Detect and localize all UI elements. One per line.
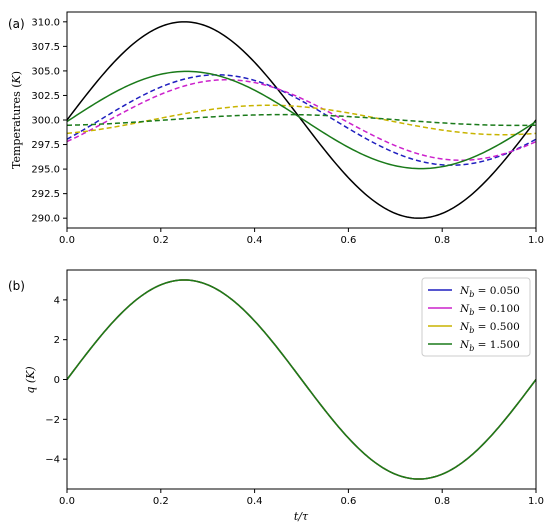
panel-a-series-line-3	[66, 104, 537, 136]
panel-a-y-label: Temperatures (K)	[10, 71, 23, 169]
panel-a-x-tick-label: 0.2	[153, 235, 169, 246]
panel-a-y-tick-label: 310.0	[31, 17, 60, 28]
panel-b-series-line-3	[66, 279, 537, 480]
panel-a-y-tick-label: 305.0	[31, 66, 60, 77]
panel-b-y-tick-label: 0	[54, 375, 60, 386]
legend-entry: Nb = 0.050	[459, 285, 520, 299]
panel-a-x-ticks: 0.0 0.2 0.4 0.6 0.8 1.0	[59, 228, 544, 246]
panel-b-y-ticks: −4 −2 0 2 4	[45, 295, 67, 466]
panel-b-legend: Nb = 0.050 Nb = 0.100 Nb = 0.500 Nb = 1.500	[421, 277, 531, 357]
panel-a-x-tick-label: 0.0	[59, 235, 75, 246]
panel-b-x-tick-label: 0.8	[434, 496, 450, 507]
panel-b-y-tick-label: −2	[45, 415, 60, 426]
panel-a-y-tick-label: 290.0	[31, 214, 60, 225]
panel-a-y-tick-label: 307.5	[31, 42, 60, 53]
panel-a-series-line-1	[66, 74, 537, 166]
panel-a-series	[66, 21, 537, 219]
panel-b-x-ticks: 0.0 0.2 0.4 0.6 0.8 1.0	[59, 489, 544, 507]
panel-b-x-label: t/τ	[294, 510, 309, 523]
panel-a-x-tick-label: 0.8	[434, 235, 450, 246]
panel-a-y-tick-label: 295.0	[31, 165, 60, 176]
panel-a-y-tick-label: 302.5	[31, 91, 60, 102]
panel-a-y-ticks: 290.0 292.5 295.0 297.5 300.0 302.5 305.0 307.5…	[31, 17, 67, 225]
legend-box	[421, 277, 531, 357]
panel-a-series-line-0	[66, 21, 537, 219]
panel-a-y-tick-label: 292.5	[31, 189, 60, 200]
panel-a-series-line-4	[66, 113, 537, 127]
panel-b-x-tick-label: 1.0	[528, 496, 544, 507]
legend-entry: Nb = 0.100	[459, 303, 520, 317]
panel-a-x-tick-label: 0.6	[340, 235, 356, 246]
panel-a-series-line-2	[66, 78, 537, 162]
panel-a-x-tick-label: 1.0	[528, 235, 544, 246]
panel-a-label: (a)	[8, 17, 25, 31]
panel-b-y-tick-label: 2	[54, 335, 60, 346]
legend-entry: Nb = 0.500	[459, 321, 520, 335]
panel-b-x-tick-label: 0.6	[340, 496, 356, 507]
panel-a-y-tick-label: 300.0	[31, 116, 60, 127]
panel-b-series	[66, 279, 537, 480]
panel-a-series-line-5	[66, 70, 537, 170]
panel-b-y-label: q (K)	[24, 366, 37, 393]
legend-entry: Nb = 1.500	[459, 339, 520, 353]
panel-a-x-tick-label: 0.4	[247, 235, 263, 246]
panel-b-y-tick-label: −4	[45, 455, 60, 466]
panel-a-y-tick-label: 297.5	[31, 140, 60, 151]
panel-a: (a) 0.0 0.2 0.4 0.6 0.8 1.0 290.0292.5295.029…	[8, 11, 544, 246]
panel-b: (b) 0.0 0.2 0.4 0.6 0.8 1.0 −4 −2 0 2 4 q (K) t/τ…	[8, 269, 544, 523]
panel-b-label: (b)	[8, 279, 25, 293]
panel-b-x-tick-label: 0.2	[153, 496, 169, 507]
panel-b-x-tick-label: 0.4	[247, 496, 263, 507]
panel-b-y-tick-label: 4	[54, 295, 60, 306]
panel-b-x-tick-label: 0.0	[59, 496, 75, 507]
